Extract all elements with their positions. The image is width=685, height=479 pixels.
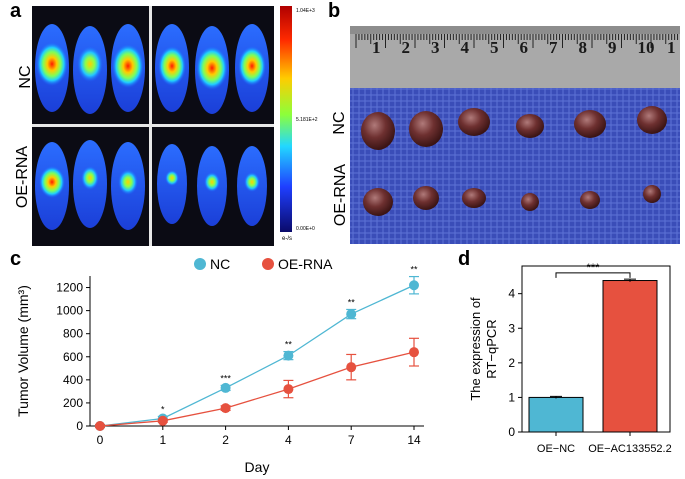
ruler-number: 8	[578, 38, 588, 57]
y-axis-label: Tumor Volume (mm³)	[15, 285, 31, 417]
significance-bracket	[555, 272, 631, 278]
x-tick-label: 1	[159, 433, 166, 447]
rtqpcr-bar-chart: 0 1 2 3 4 OE−NC OE−AC133552.2 *** The expression…	[468, 262, 672, 455]
y-tick-label: 1200	[56, 281, 83, 295]
legend-label: OE-RNA	[278, 256, 333, 272]
data-point	[346, 309, 357, 320]
legend-marker	[262, 258, 274, 270]
data-point	[283, 350, 294, 361]
data-point	[283, 384, 294, 395]
colorbar-max-label: 1.04E+3	[296, 8, 315, 14]
panel-c-letter: c	[10, 248, 22, 270]
y-tick-label: 1	[508, 390, 515, 404]
data-point	[409, 280, 419, 291]
colorbar-unit-label: e-/s	[282, 236, 293, 242]
y-tick-label: 2	[508, 356, 515, 370]
x-tick-label: OE−NC	[537, 443, 575, 455]
y-tick-label: 0	[76, 419, 83, 433]
y-tick-label: 3	[508, 321, 515, 335]
x-tick-label: OE−AC133552.2	[588, 443, 671, 455]
data-point	[409, 347, 419, 358]
x-tick-label: 2	[222, 433, 229, 447]
ruler-number: 6	[519, 38, 529, 57]
significance-mark: **	[410, 265, 418, 275]
colorbar-mid-label: 5.181E+2	[296, 117, 318, 123]
ruler-number: 9	[608, 38, 617, 57]
mouse-group-nc	[35, 24, 269, 114]
bar	[602, 280, 658, 433]
ruler-number: 1	[667, 38, 676, 57]
legend-marker	[194, 258, 206, 270]
y-tick-label: 1000	[56, 304, 83, 318]
y-axis-label-line1: The expression of	[468, 297, 483, 401]
ruler-number: 7	[549, 38, 558, 57]
x-tick-label: 14	[407, 433, 421, 447]
panel-b-row-label-oe: OE-RNA	[332, 163, 349, 227]
panel-b-row-label-nc: NC	[331, 111, 348, 135]
data-point	[157, 415, 168, 426]
ruler-number-row: 1 2 3 4 5 6 7 8 9 10 1	[350, 38, 680, 62]
y-tick-label: 4	[508, 287, 515, 301]
ruler-number: 3	[431, 38, 440, 57]
tumors-oe	[363, 185, 661, 216]
y-tick-label: 600	[63, 350, 83, 364]
ruler-number: 2	[401, 38, 411, 57]
panel-b-letter: b	[328, 0, 341, 22]
significance-mark: ***	[587, 262, 601, 274]
panel-d-letter: d	[458, 248, 471, 270]
significance-mark: ***	[220, 373, 231, 383]
bar	[528, 396, 584, 433]
mouse-group-oe	[35, 140, 267, 230]
significance-mark: *	[161, 404, 165, 414]
y-tick-label: 400	[63, 373, 83, 387]
y-tick-label: 0	[508, 425, 515, 439]
significance-mark: **	[285, 340, 293, 350]
ruler-number: 10	[637, 38, 655, 57]
data-point	[346, 362, 357, 373]
series-line	[99, 351, 415, 427]
y-tick-label: 800	[63, 327, 83, 341]
data-point	[95, 421, 105, 431]
x-axis-label: Day	[245, 459, 270, 475]
series-line	[99, 284, 415, 427]
y-axis-label-line2: RT−qPCR	[484, 319, 499, 378]
y-tick-label: 200	[63, 396, 83, 410]
tumor-photo	[350, 26, 680, 244]
legend-label: NC	[210, 256, 230, 272]
tumors-nc	[361, 106, 667, 150]
colorbar-min-label: 0.00E+0	[296, 226, 315, 232]
panel-a-row-label-oe: OE-RNA	[14, 145, 31, 209]
panel-a-letter: a	[10, 0, 22, 22]
ruler-number: 4	[460, 38, 470, 57]
x-tick-label: 7	[348, 433, 355, 447]
significance-mark: **	[348, 297, 356, 307]
plot-frame	[521, 265, 671, 433]
colorbar	[280, 6, 292, 232]
x-tick-label: 4	[285, 433, 292, 447]
tumor-volume-chart: 0 200 400 600 800 1000 1200 0 1 2 4 7 14 Day Tumor Vol…	[15, 256, 424, 475]
data-point	[220, 382, 231, 393]
ruler-number: 5	[490, 38, 499, 57]
x-tick-label: 0	[97, 433, 104, 447]
data-point	[220, 403, 231, 414]
bioluminescence-image	[32, 6, 274, 246]
ruler-number: 1	[372, 38, 381, 57]
